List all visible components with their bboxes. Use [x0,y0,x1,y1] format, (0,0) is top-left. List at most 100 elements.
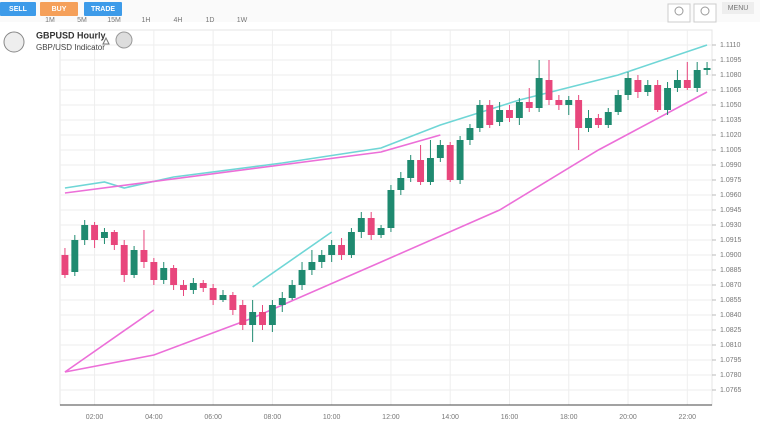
candle-body [249,312,257,325]
candle-body [298,270,306,285]
candle-body [604,112,612,125]
y-tick-label: 1.0810 [720,342,742,349]
icon-button[interactable] [667,3,691,23]
y-tick-label: 1.1005 [720,147,742,154]
y-tick-label: 1.0795 [720,357,742,364]
candle-body [318,255,326,262]
y-tick-label: 1.0990 [720,162,742,169]
x-tick-label: 16:00 [501,414,519,421]
y-tick-label: 1.1020 [720,132,742,139]
trade-button[interactable] [84,2,122,16]
timeframe-tab[interactable]: 15M [107,17,121,24]
trade-label: TRADE [91,6,115,13]
x-tick-label: 12:00 [382,414,400,421]
y-tick-label: 1.0870 [720,282,742,289]
icon [674,6,684,16]
y-tick-label: 1.0855 [720,297,742,304]
candle-body [100,232,108,238]
candle-body [81,225,89,240]
candle-body [555,100,563,105]
candle-body [308,262,316,270]
candle-body [545,80,553,100]
candle-body [407,160,415,178]
candle-body [199,283,207,288]
y-tick-label: 1.1065 [720,87,742,94]
candle-body [71,240,79,272]
candle-body [259,312,266,325]
overlay-line [252,231,333,288]
menu-label: MENU [728,5,749,12]
candle-body [110,232,118,245]
x-tick-label: 10:00 [323,414,341,421]
y-tick-label: 1.0840 [720,312,742,319]
x-tick-label: 04:00 [145,414,163,421]
candle-body [397,178,405,190]
y-tick-label: 1.0825 [720,327,742,334]
candle-body [387,190,395,228]
candle-body [446,145,454,180]
y-tick-label: 1.1110 [720,42,740,49]
candle-body [515,102,523,118]
candle-body [219,295,227,300]
y-tick-label: 1.0780 [720,372,742,379]
y-tick-label: 1.0765 [720,387,742,394]
y-tick-label: 1.1050 [720,102,742,109]
candle-body [486,105,494,125]
overlay-line [64,134,441,194]
candle-body [239,305,247,325]
candle-body [180,285,187,290]
candle-body [683,80,691,88]
x-tick-label: 22:00 [679,414,697,421]
icon-button[interactable] [693,3,717,23]
timeframe-tab[interactable]: 1W [237,17,248,24]
candle-body [61,255,69,275]
chart-subtitle: GBP/USD Indicator [36,43,105,52]
overlay-line [64,309,155,373]
timeframe-tab[interactable]: 1H [142,17,151,24]
candle-body [130,250,138,275]
candle-body [506,110,513,118]
candle-body [476,105,484,128]
candle-body [634,80,642,92]
chart-title: GBPUSD Hourly [36,30,106,40]
candle-body [664,88,672,110]
candle-body [288,285,296,298]
x-tick-label: 14:00 [441,414,459,421]
timeframe-tab[interactable]: 5M [77,17,87,24]
y-tick-label: 1.0945 [720,207,742,214]
candle-body [357,218,365,232]
y-tick-label: 1.1095 [720,57,742,64]
candle-body [417,160,425,182]
candle-body [229,295,237,310]
candle-body [278,298,286,305]
candle-body [565,100,573,105]
candle-body [328,245,336,255]
candle-body [338,245,346,255]
timeframe-tab[interactable]: 1D [206,17,215,24]
overlay-line [64,44,708,189]
x-tick-label: 08:00 [264,414,282,421]
buy-button[interactable] [40,2,78,16]
y-tick-label: 1.1080 [720,72,742,79]
menu-button[interactable] [722,2,754,14]
candle-body [535,78,543,108]
overlay-line [64,91,708,373]
sell-button[interactable] [0,2,36,16]
candle-body [189,283,197,290]
y-tick-label: 1.1035 [720,117,742,124]
candle-body [496,110,504,122]
candle-body [456,140,464,180]
x-tick-label: 06:00 [204,414,222,421]
candle-body [426,158,434,182]
y-tick-label: 1.0930 [720,222,742,229]
candle-body [160,268,168,280]
candle-body [466,128,474,140]
y-tick-label: 1.0885 [720,267,742,274]
timeframe-tab[interactable]: 1M [45,17,55,24]
icon [700,6,710,16]
candle-body [585,118,592,128]
candle-body [367,218,375,235]
timeframe-tab[interactable]: 4H [174,17,183,24]
clock-icon[interactable] [115,31,133,49]
